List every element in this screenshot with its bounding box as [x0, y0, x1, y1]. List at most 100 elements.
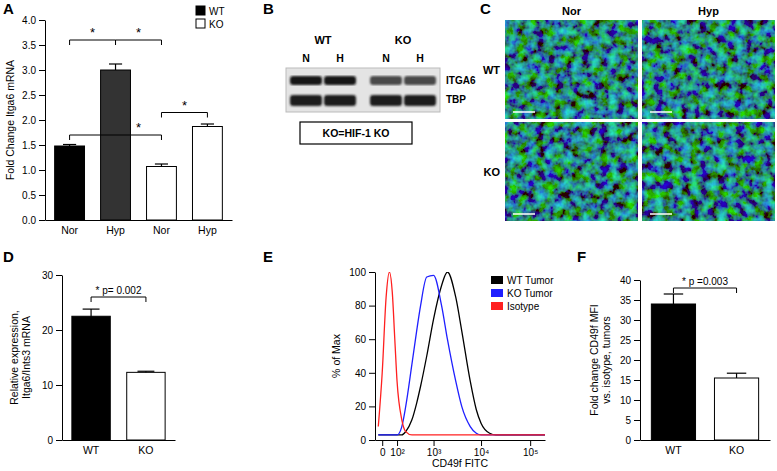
y-tick-mark — [39, 70, 45, 71]
y-tick: 4.0 — [22, 15, 45, 26]
y-tick-label: 30 — [42, 270, 54, 281]
y-tick-label: 0 — [47, 435, 53, 446]
x-tick-label: Hyp — [106, 224, 125, 236]
x-axis: NorHypNorHyp — [46, 220, 233, 236]
y-tick-label: 40 — [355, 368, 367, 379]
y-tick: 0 — [625, 435, 640, 446]
significance-bracket — [70, 40, 116, 45]
y-tick-mark — [39, 20, 45, 21]
x-tick-mark — [397, 440, 398, 446]
x-axis-title: CD49f FITC — [432, 457, 488, 469]
legend-label: KO — [209, 19, 224, 30]
panel-label: E — [263, 248, 273, 265]
x-tick-label: 0 — [380, 447, 386, 458]
x-tick-label: Nor — [153, 224, 170, 236]
x-tick-label: KO — [138, 444, 153, 456]
legend-item: KO — [196, 19, 224, 30]
legend-swatch — [491, 302, 503, 310]
bar — [651, 304, 695, 440]
error-bar-cap — [83, 309, 100, 310]
y-tick-mark — [634, 340, 640, 341]
plot-area — [72, 309, 165, 440]
bar — [714, 378, 758, 440]
y-tick-mark — [369, 272, 375, 273]
blot-band — [324, 76, 356, 85]
micrograph-image — [642, 122, 775, 221]
x-axis: WTKO — [641, 440, 771, 456]
x-tick: 10⁵ — [523, 440, 538, 458]
bar — [147, 167, 177, 221]
y-tick-mark — [634, 420, 640, 421]
y-tick: 30 — [620, 315, 640, 326]
x-tick-label: WT — [83, 444, 100, 456]
y-tick-mark — [369, 373, 375, 374]
x-axis-line — [63, 440, 176, 441]
annotation: * — [136, 120, 141, 135]
legend-swatch — [491, 289, 503, 297]
micrographs: CNorHypWTKO — [480, 0, 775, 221]
annotations: * p= 0.002 — [91, 285, 146, 302]
y-tick-label: 10 — [42, 380, 54, 391]
x-tick-mark — [382, 440, 383, 446]
significance-bracket — [70, 135, 162, 140]
blot-membrane — [286, 68, 440, 112]
y-tick-mark — [634, 300, 640, 301]
blot-band — [370, 95, 402, 106]
lane-label: N — [302, 52, 310, 64]
significance-bracket — [116, 40, 162, 45]
significance-bracket — [673, 288, 736, 293]
bar — [55, 146, 85, 220]
legend: WT TumorKO TumorIsotype — [491, 275, 554, 312]
y-axis: 020406080100 — [349, 267, 375, 446]
figure: A0.00.51.01.52.02.53.03.54.0NorHypNorHyp… — [0, 0, 777, 471]
scale-bar — [513, 111, 535, 113]
x-tick: 10⁴ — [474, 440, 489, 458]
band-label: ITGA6 — [446, 75, 476, 86]
plot-area — [651, 294, 758, 440]
y-tick-label: 20 — [42, 325, 54, 336]
y-tick-mark — [39, 145, 45, 146]
y-tick-label: 5 — [625, 415, 631, 426]
x-tick-mark — [481, 440, 482, 446]
y-tick: 40 — [620, 275, 640, 286]
y-axis-title: Fold Change Itga6 mRNA — [4, 60, 16, 180]
x-tick-label: KO — [729, 444, 744, 456]
x-tick: KO — [138, 440, 153, 456]
blot-band — [324, 95, 356, 106]
y-tick-label: 15 — [620, 375, 632, 386]
panel-label: B — [263, 0, 274, 17]
y-axis-title: % of Max — [330, 333, 342, 378]
y-tick-label: 0 — [625, 435, 631, 446]
legend-item: Isotype — [491, 301, 540, 312]
y-tick: 20 — [42, 325, 62, 336]
y-tick-label: 4.0 — [22, 15, 36, 26]
legend-label: Isotype — [507, 301, 540, 312]
y-tick-mark — [39, 120, 45, 121]
x-tick: Nor — [61, 220, 78, 236]
scale-bar — [513, 213, 535, 215]
panel-label: F — [577, 248, 586, 265]
y-tick-label: 3.5 — [22, 40, 36, 51]
y-axis: 0510152025303540 — [620, 275, 641, 446]
y-tick: 25 — [620, 335, 640, 346]
x-tick: 10³ — [427, 440, 442, 458]
blot-band — [404, 95, 436, 106]
y-tick: 0 — [360, 435, 375, 446]
annotation: * p =0.003 — [682, 276, 728, 287]
annotations: * p =0.003 — [673, 276, 736, 293]
significance-bracket — [91, 297, 146, 302]
x-tick-label: 10² — [390, 447, 405, 458]
y-tick-label: 0.0 — [22, 215, 36, 226]
line-chart: E010²10³10⁴10⁵020406080100% of MaxCD49f … — [263, 248, 554, 469]
y-tick-label: 1.5 — [22, 140, 36, 151]
western-blot: BWTKONHNHITGA6TBPKO=HIF-1 KO — [263, 0, 476, 144]
legend-item: KO Tumor — [491, 288, 553, 299]
x-axis-line — [641, 440, 771, 441]
y-tick: 10 — [620, 395, 640, 406]
y-axis-title: Fold change CD49f MFI — [588, 304, 600, 415]
error-bar-cap — [109, 63, 122, 64]
x-tick-label: 10⁵ — [523, 447, 538, 458]
y-tick: 3.5 — [22, 40, 45, 51]
bar-chart: F0510152025303540WTKOFold change CD49f M… — [577, 248, 771, 456]
annotation: * — [182, 98, 187, 113]
